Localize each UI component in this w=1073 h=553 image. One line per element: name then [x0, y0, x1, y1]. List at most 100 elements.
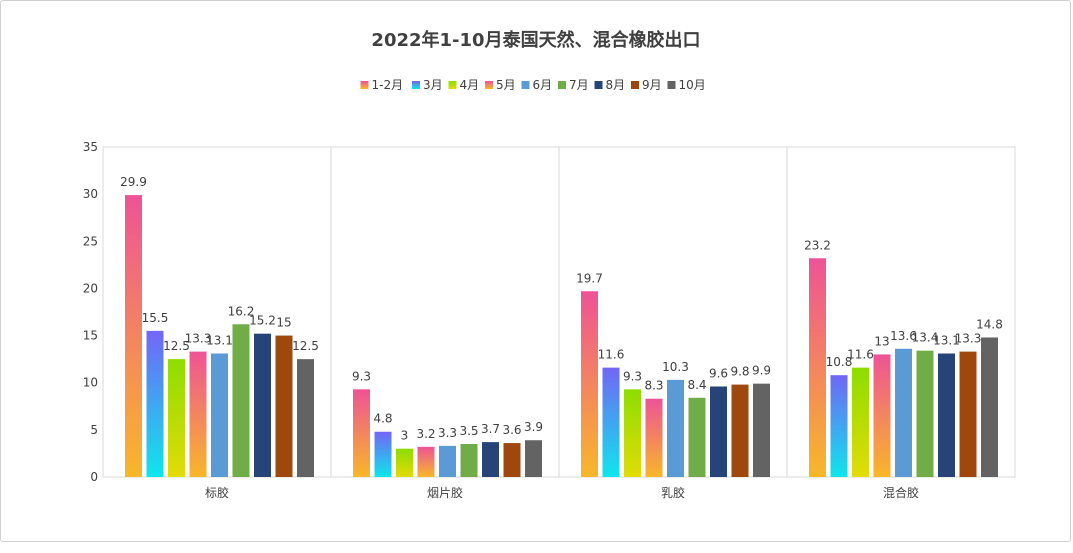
y-tick-label: 10 — [83, 376, 98, 390]
bar — [460, 444, 478, 477]
chart-title: 2022年1-10月泰国天然、混合橡胶出口 — [371, 29, 700, 51]
data-label: 3.3 — [438, 426, 457, 440]
bar — [873, 354, 891, 477]
data-label: 15.2 — [249, 314, 276, 328]
bar — [852, 367, 869, 477]
bar — [895, 348, 912, 477]
bar — [809, 258, 826, 477]
bar — [645, 398, 663, 477]
legend-swatch — [448, 81, 457, 89]
y-tick-label: 25 — [83, 234, 98, 248]
legend-swatch — [667, 81, 676, 89]
bar — [353, 389, 370, 477]
bar — [731, 384, 749, 477]
legend-label: 4月 — [460, 78, 480, 92]
bar — [959, 351, 977, 477]
legend-label: 3月 — [423, 78, 443, 92]
data-label: 29.9 — [120, 175, 147, 189]
bar — [254, 333, 271, 477]
data-label: 9.8 — [730, 365, 749, 379]
bar — [624, 389, 641, 477]
bar — [168, 359, 185, 477]
bar — [830, 375, 848, 477]
bar — [417, 446, 435, 477]
data-label: 13.1 — [206, 333, 233, 347]
y-tick-label: 20 — [83, 281, 98, 295]
bar — [938, 353, 955, 477]
data-label: 3.2 — [416, 427, 435, 441]
data-label: 19.7 — [576, 271, 603, 285]
x-tick-label: 混合胶 — [883, 485, 919, 500]
bar — [439, 445, 456, 477]
data-label: 9.3 — [623, 369, 642, 383]
bar — [146, 330, 164, 477]
data-label: 9.9 — [752, 364, 771, 378]
data-label: 23.2 — [804, 238, 831, 252]
data-label: 15.5 — [142, 311, 169, 325]
legend-label: 8月 — [606, 78, 626, 92]
bar — [275, 335, 293, 477]
data-label: 11.6 — [598, 348, 625, 362]
legend-label: 5月 — [496, 78, 516, 92]
bar — [667, 379, 684, 477]
legend-swatch — [412, 81, 420, 89]
axes: 标胶 烟片胶 乳胶 混合胶 0 5 10 15 20 25 30 35 — [83, 140, 1016, 500]
bar — [125, 195, 142, 478]
bar — [525, 440, 542, 477]
legend-label: 1-2月 — [372, 78, 404, 92]
data-label: 9.3 — [352, 369, 371, 383]
legend-swatch — [558, 81, 566, 89]
bar — [374, 431, 392, 477]
legend-swatch — [521, 81, 530, 89]
bar — [916, 350, 934, 477]
data-label: 4.8 — [373, 412, 392, 426]
data-label: 16.2 — [228, 304, 255, 318]
bar — [753, 383, 770, 477]
bars: 29.99.319.723.215.54.811.610.812.539.311… — [120, 175, 1003, 478]
bar — [396, 448, 413, 477]
data-label: 15 — [276, 316, 291, 330]
data-label: 3.6 — [502, 423, 521, 437]
x-tick-label: 标胶 — [205, 485, 229, 500]
data-label: 13.3 — [185, 332, 212, 346]
y-tick-label: 15 — [83, 329, 98, 343]
bar — [189, 351, 207, 477]
bar — [503, 443, 521, 477]
data-label: 8.3 — [644, 379, 663, 393]
data-label: 8.4 — [687, 378, 706, 392]
legend-label: 9月 — [642, 78, 662, 92]
legend-label: 10月 — [679, 78, 706, 92]
data-label: 12.5 — [292, 339, 319, 353]
bar — [297, 359, 314, 477]
legend-swatch — [360, 81, 369, 89]
data-label: 13.6 — [890, 329, 917, 343]
bar — [232, 324, 250, 477]
bar — [211, 353, 228, 477]
data-label: 13 — [874, 334, 889, 348]
legend-swatch — [594, 81, 603, 89]
data-label: 3.9 — [524, 420, 543, 434]
data-label: 13.1 — [933, 333, 960, 347]
bar — [981, 337, 998, 477]
y-tick-label: 0 — [90, 470, 98, 484]
data-label: 3.5 — [459, 424, 478, 438]
data-label: 12.5 — [163, 339, 190, 353]
data-label: 13.3 — [955, 332, 982, 346]
legend-swatch — [631, 81, 639, 89]
x-tick-label: 乳胶 — [661, 485, 685, 500]
legend: 1-2月 3月 4月 5月 6月 7月 8月 9月 10月 — [360, 78, 706, 92]
data-label: 10.3 — [662, 360, 689, 374]
data-label: 13.4 — [912, 331, 939, 345]
x-tick-label: 烟片胶 — [427, 485, 463, 500]
legend-label: 7月 — [569, 78, 589, 92]
legend-label: 6月 — [533, 78, 553, 92]
data-label: 9.6 — [709, 366, 728, 380]
y-tick-label: 35 — [83, 140, 98, 154]
bar — [710, 386, 727, 477]
legend-swatch — [485, 81, 493, 89]
bar — [688, 397, 706, 477]
data-label: 3.7 — [481, 422, 500, 436]
y-tick-label: 30 — [83, 187, 98, 201]
bar — [482, 442, 499, 477]
